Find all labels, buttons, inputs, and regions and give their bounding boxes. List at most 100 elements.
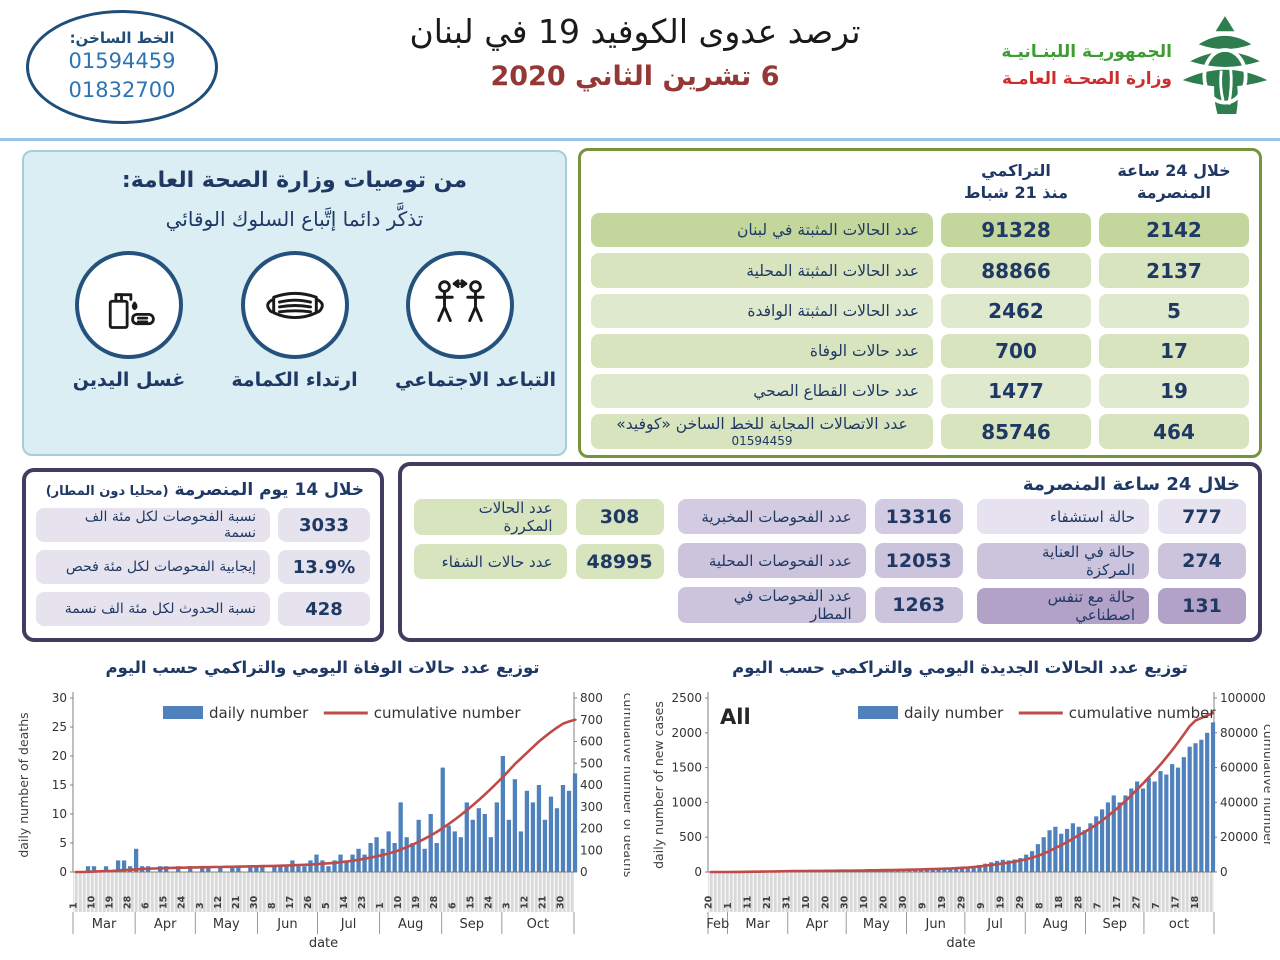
svg-text:Mar: Mar [92,917,117,932]
ministry-name: الجمهوريـة اللبنـانيـة وزارة الصحـة العا… [1001,39,1172,93]
svg-text:19: 19 [995,896,1006,909]
svg-text:5: 5 [321,902,332,909]
svg-text:18: 18 [1190,895,1201,909]
last24-deaths: 17 [1099,333,1249,369]
fourteen-day-box: خلال 14 يوم المنصرمة (محليا دون المطار) … [22,468,384,642]
tests-per-100k-label: نسبة الفحوصات لكل مئة الف نسمة [36,508,270,542]
svg-text:May: May [213,917,240,932]
svg-text:1: 1 [69,902,80,909]
cumulative-hotline-calls: 85746 [941,414,1091,449]
cases-summary-table: خلال 24 ساعة المنصرمة التراكمي منذ 21 شباط… [578,148,1262,458]
local-tests-label: عدد الفحوصات المحلية [677,543,866,578]
svg-text:All: All [720,705,751,729]
svg-text:28: 28 [1073,895,1084,909]
recommendation-distancing: التباعد الاجتماعي [395,251,556,391]
recommendations-icons-row: غسل اليدين ارتداء الكمامة [24,251,565,391]
svg-text:Aug: Aug [1043,917,1068,932]
svg-text:9: 9 [918,902,929,909]
new-cases-chart-title: توزيع عدد الحالات الجديدة اليومي والتراك… [732,658,1188,677]
ministry-logo: الجمهوريـة اللبنـانيـة وزارة الصحـة العا… [1001,14,1272,118]
header-divider [0,138,1280,141]
recovered-cases-value: 48995 [575,544,664,579]
last24-box-title: خلال 24 ساعة المنصرمة [1022,474,1240,495]
svg-text:daily number of new cases: daily number of new cases [651,701,666,869]
svg-text:21: 21 [537,896,548,909]
svg-text:3: 3 [501,902,512,909]
svg-text:cumulative number of deaths: cumulative number of deaths [621,693,630,878]
svg-text:30: 30 [52,691,67,705]
svg-text:daily number: daily number [904,704,1004,722]
repeated-cases-value: 308 [575,499,664,535]
hotline-label: الخط الساخن: [69,29,175,47]
lab-tests-value: 13316 [874,499,963,534]
svg-text:Sep: Sep [460,917,485,932]
page-title: ترصد عدوى الكوفيد 19 في لبنان [409,12,861,51]
svg-text:26: 26 [303,895,314,909]
svg-text:7: 7 [1093,902,1104,909]
svg-text:3: 3 [195,902,206,909]
cedar-tree-icon [1182,16,1268,114]
svg-text:Jun: Jun [925,917,946,932]
svg-text:80000: 80000 [1220,726,1258,740]
svg-text:1500: 1500 [671,761,702,775]
svg-text:60000: 60000 [1220,761,1258,775]
svg-text:20: 20 [52,749,67,763]
svg-text:18: 18 [1054,895,1065,909]
svg-text:12: 12 [519,896,530,909]
svg-text:12: 12 [213,896,224,909]
distancing-icon [406,251,514,359]
icu-label: حالة في العناية المركزة [976,543,1149,579]
svg-text:28: 28 [429,895,440,909]
svg-text:7: 7 [1151,902,1162,909]
svg-text:cumulative number: cumulative number [1069,704,1217,722]
svg-text:0: 0 [59,865,67,879]
svg-text:27: 27 [1132,896,1143,909]
svg-text:30: 30 [898,895,909,909]
svg-text:17: 17 [1112,896,1123,909]
svg-text:23: 23 [357,896,368,909]
svg-text:6: 6 [141,902,152,909]
cumulative-local-cases: 88866 [941,253,1091,288]
svg-text:10: 10 [87,895,98,909]
svg-text:daily number of deaths: daily number of deaths [16,712,31,857]
ministry-line2: وزارة الصحـة العامـة [1001,69,1172,89]
svg-text:0: 0 [580,865,588,879]
svg-text:cumulative number: cumulative number [1261,724,1270,847]
svg-text:date: date [946,936,975,951]
svg-text:daily number: daily number [209,704,309,722]
svg-text:400: 400 [580,778,603,792]
ventilator-value: 131 [1158,588,1246,624]
ventilator-label: حالة مع تنفس اصطناعي [976,588,1149,624]
positivity-rate-value: 13.9% [278,550,370,584]
header-titles: ترصد عدوى الكوفيد 19 في لبنان 6 تشرين ال… [315,12,955,92]
svg-text:100000: 100000 [1220,691,1266,705]
recommendations-subtitle: تذكَّر دائما إتَّباع السلوك الوقائي [165,207,424,231]
svg-text:Sep: Sep [1102,917,1127,932]
report-date: 6 تشرين الثاني 2020 [490,61,780,92]
fourteen-day-title: خلال 14 يوم المنصرمة (محليا دون المطار) [45,480,364,500]
recommendations-title: من توصيات وزارة الصحة العامة: [121,168,468,193]
new-cases-chart-plot: 0 500 1000 1500 2000 2500 0 20000 40000 60000 8000… [651,691,1270,951]
label-confirmed-lebanon: عدد الحالات المثبتة في لبنان [591,213,933,248]
svg-text:May: May [863,917,890,932]
svg-text:700: 700 [580,713,603,727]
svg-text:Feb: Feb [706,917,729,932]
recommendation-mask: ارتداء الكمامة [230,251,360,391]
header-last24: خلال 24 ساعة المنصرمة [1117,161,1231,202]
label-local-cases: عدد الحالات المثبتة المحلية [591,253,933,288]
label-imported-cases: عدد الحالات المثبتة الوافدة [591,293,933,328]
svg-text:Jul: Jul [340,917,357,932]
label-health-sector: عدد حالات القطاع الصحي [591,374,933,409]
svg-text:20000: 20000 [1220,830,1258,844]
handwash-icon-glyph [108,293,155,329]
svg-text:19: 19 [411,896,422,909]
svg-text:20: 20 [820,895,831,909]
mask-icon-glyph [265,291,324,320]
svg-text:25: 25 [52,720,67,734]
svg-text:15: 15 [52,778,67,792]
positivity-rate-label: إيجابية الفحوصات لكل مئة فحص [36,550,270,584]
tests-per-100k-value: 3033 [278,508,370,542]
svg-text:24: 24 [177,895,188,909]
